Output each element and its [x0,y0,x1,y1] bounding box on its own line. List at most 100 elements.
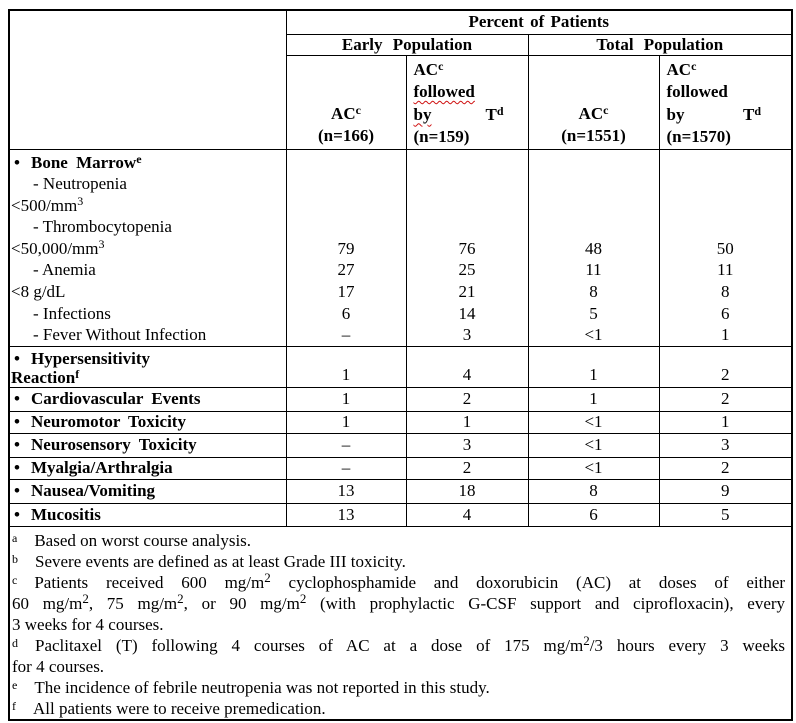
footnote-ref-c: c [355,102,361,117]
ac-label: ACc [666,58,697,79]
n-count: (n=1570) [666,127,731,146]
sub-item-thrombocytopenia-threshold: <50,000/mm3 [11,236,105,258]
corner-cell [8,9,287,150]
value-cell: – [341,325,351,345]
adverse-events-table: Percent of Patients Early Population Tot… [8,9,794,721]
footnote-ref-e: e [136,151,142,166]
footnote-marker-f: f [12,698,16,713]
value-cell: 2 [658,456,793,480]
value-cell: 2 [658,345,793,388]
footnote-marker-d: d [12,635,18,650]
bone-marrow-values-act-early: 76 25 21 14 3 [405,148,529,347]
n-count: (n=1551) [561,125,626,145]
row-label-hypersensitivity-reaction: • Hypersensitivity Reactionf [8,345,287,388]
footnote-c-line2: 60 mg/m2, 75 mg/m2, or 90 mg/m2 (with pr… [12,590,786,613]
value-cell: 17 [337,282,355,302]
bullet-icon: • [14,435,20,455]
value-cell: 8 [589,282,598,302]
superscript-2: 2 [264,569,271,585]
value-cell: 9 [658,478,793,504]
sub-item-anemia-threshold: <8 g/dL [11,282,66,302]
sub-item-anemia: - Anemia [33,260,96,280]
sub-item-neutropenia-threshold: <500/mm3 [11,193,84,215]
footnote-marker-a: a [12,530,18,545]
value-cell: 21 [458,282,476,302]
row-label-nausea-vomiting: • Nausea/Vomiting [8,478,287,504]
header-percent-of-patients: Percent of Patients [285,9,793,35]
value-cell: 1 [285,386,407,412]
row-label-bone-marrow: • Bone Marrowe - Neutropenia <500/mm3 - T… [8,148,287,347]
value-cell: 76 [458,238,476,258]
value-cell: 48 [585,238,602,258]
footnote-c-line3: 3 weeks for 4 courses. [12,614,164,634]
sub-item-fever-without-infection: - Fever Without Infection [33,325,207,345]
value-cell: 1 [527,386,660,412]
footnote-d-line2: for 4 courses. [12,656,105,676]
value-cell: 25 [458,260,476,280]
bone-marrow-values-ac-total: 48 11 8 5 <1 [527,148,660,347]
footnote-a: a Based on worst course analysis. [12,530,252,550]
header-col-ac-total: ACc (n=1551) [527,54,660,150]
value-cell: 1 [721,325,730,345]
value-cell: 14 [458,303,476,323]
footnote-ref-c: c [691,58,697,73]
value-cell: 6 [721,303,730,323]
value-cell: 5 [589,303,598,323]
row-label-neuromotor-toxicity: • Neuromotor Toxicity [8,410,287,434]
by-word: by [666,104,685,124]
footnote-ref-d: d [754,103,762,118]
value-cell: 6 [527,502,660,527]
bullet-icon: • [14,458,20,478]
value-cell: 13 [285,502,407,527]
followed-word: followed [666,82,728,101]
footnote-e: e The incidence of febrile neutropenia wa… [12,677,490,697]
sub-item-neutropenia: - Neutropenia [33,174,127,194]
row-label-mucositis: • Mucositis [8,502,287,527]
footnote-ref-d: d [496,103,504,118]
bone-marrow-heading: • Bone Marrowe [11,152,284,174]
value-cell: <1 [584,325,603,345]
n-count: (n=159) [413,127,470,146]
value-cell: 79 [337,238,355,258]
value-cell: 2 [658,386,793,412]
superscript-2: 2 [583,632,590,648]
superscript-2: 2 [177,590,184,606]
footnote-d-line1: d Paclitaxel (T) following 4 courses of A… [12,632,786,655]
row-label-cardiovascular-events: • Cardiovascular Events [8,386,287,412]
n-count: (n=166) [318,125,374,145]
value-cell: 1 [405,410,529,434]
value-cell: – [285,432,407,458]
sub-item-infections: - Infections [33,303,111,323]
value-cell: 4 [405,345,529,388]
footnote-b: b Severe events are defined as at least G… [12,551,406,571]
header-col-ac-followed-t-total: ACc followed by Td (n=1570) [658,54,793,150]
value-cell: 3 [405,432,529,458]
superscript-3: 3 [98,236,105,251]
value-cell: 1 [285,345,407,388]
value-cell: 1 [285,410,407,434]
bone-marrow-values-act-total: 50 11 8 6 1 [658,148,793,347]
header-col-ac-followed-t-early: ACc followed by Td (n=159) [405,54,529,150]
value-cell: 5 [658,502,793,527]
row-label-myalgia-arthralgia: • Myalgia/Arthralgia [8,456,287,480]
value-cell: 3 [462,325,472,345]
bullet-icon: • [14,348,20,368]
footnotes-section: a Based on worst course analysis. b Severe… [8,525,793,721]
footnote-marker-c: c [12,572,18,587]
t-label: Td [743,103,762,124]
value-cell: 2 [405,456,529,480]
superscript-3: 3 [77,193,84,208]
bullet-icon: • [14,412,20,432]
value-cell: 13 [285,478,407,504]
value-cell: 4 [405,502,529,527]
value-cell: 1 [527,345,660,388]
value-cell: 27 [337,260,355,280]
spellcheck-word: followed [413,82,475,101]
value-cell: 1 [658,410,793,434]
ac-label: ACc [413,58,444,79]
footnote-marker-b: b [12,551,18,566]
value-cell: 8 [721,282,730,302]
footnote-marker-e: e [12,677,18,692]
spellcheck-word: by [413,104,432,124]
value-cell: 8 [527,478,660,504]
